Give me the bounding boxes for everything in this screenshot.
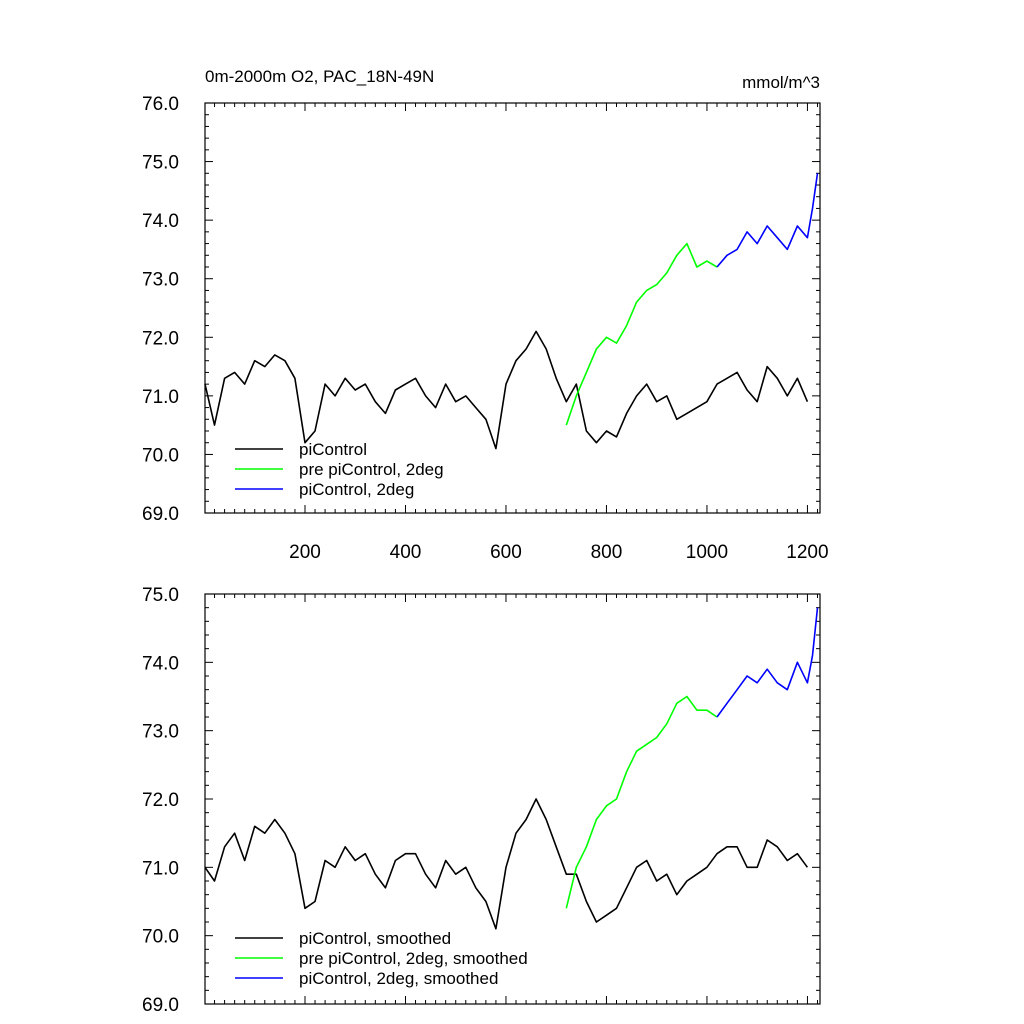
bottom-legend-label: pre piControl, 2deg, smoothed [299, 949, 528, 968]
bottom-plot-frame [204, 593, 821, 1005]
bottom-y-tick-label: 70.0 [142, 927, 179, 948]
top-panel: 69.0 70.0 71.0 72.0 73.0 74.0 75.0 76.0 200 400 60… [142, 94, 829, 563]
bottom-y-tick-label: 72.0 [142, 790, 179, 811]
top-y-tick-label: 69.0 [142, 504, 179, 525]
top-legend-label: piControl [299, 440, 367, 459]
bottom-y-tick-label: 75.0 [142, 585, 179, 606]
top-y-tick-label: 73.0 [142, 270, 179, 291]
bottom-series-line-2 [565, 695, 718, 909]
bottom-panel: 69.0 70.0 71.0 72.0 73.0 74.0 75.0 piControl, s… [142, 585, 821, 1016]
bottom-y-tick-label: 69.0 [142, 995, 179, 1016]
bottom-legend-label: piControl, 2deg, smoothed [299, 969, 498, 988]
bottom-y-tick-label: 74.0 [142, 653, 179, 674]
top-legend-label: piControl, 2deg [299, 480, 414, 499]
top-y-tick-label: 70.0 [142, 445, 179, 466]
top-plot-frame [204, 102, 821, 514]
top-x-tick-label: 800 [591, 542, 623, 563]
bottom-y-tick-label: 71.0 [142, 858, 179, 879]
top-x-tick-label: 400 [390, 542, 422, 563]
top-series-line-3 [716, 173, 819, 268]
top-y-tick-label: 71.0 [142, 387, 179, 408]
top-y-tick-label: 75.0 [142, 153, 179, 174]
units-label: mmol/m^3 [742, 73, 820, 92]
top-y-tick-label: 74.0 [142, 211, 179, 232]
top-legend-label: pre piControl, 2deg [299, 460, 444, 479]
bottom-y-tick-label: 73.0 [142, 722, 179, 743]
top-x-tick-label: 600 [490, 542, 522, 563]
top-y-tick-label: 72.0 [142, 328, 179, 349]
bottom-series-line-1 [204, 798, 809, 930]
bottom-series-line-3 [716, 607, 819, 718]
bottom-legend-label: piControl, smoothed [299, 929, 451, 948]
top-series-line-2 [565, 242, 718, 426]
top-x-tick-label: 1000 [686, 542, 728, 563]
top-y-tick-label: 76.0 [142, 94, 179, 115]
top-x-tick-label: 200 [289, 542, 321, 563]
top-series-line-1 [204, 330, 809, 450]
top-x-tick-label: 1200 [786, 542, 828, 563]
chart-title: 0m-2000m O2, PAC_18N-49N [205, 67, 434, 86]
